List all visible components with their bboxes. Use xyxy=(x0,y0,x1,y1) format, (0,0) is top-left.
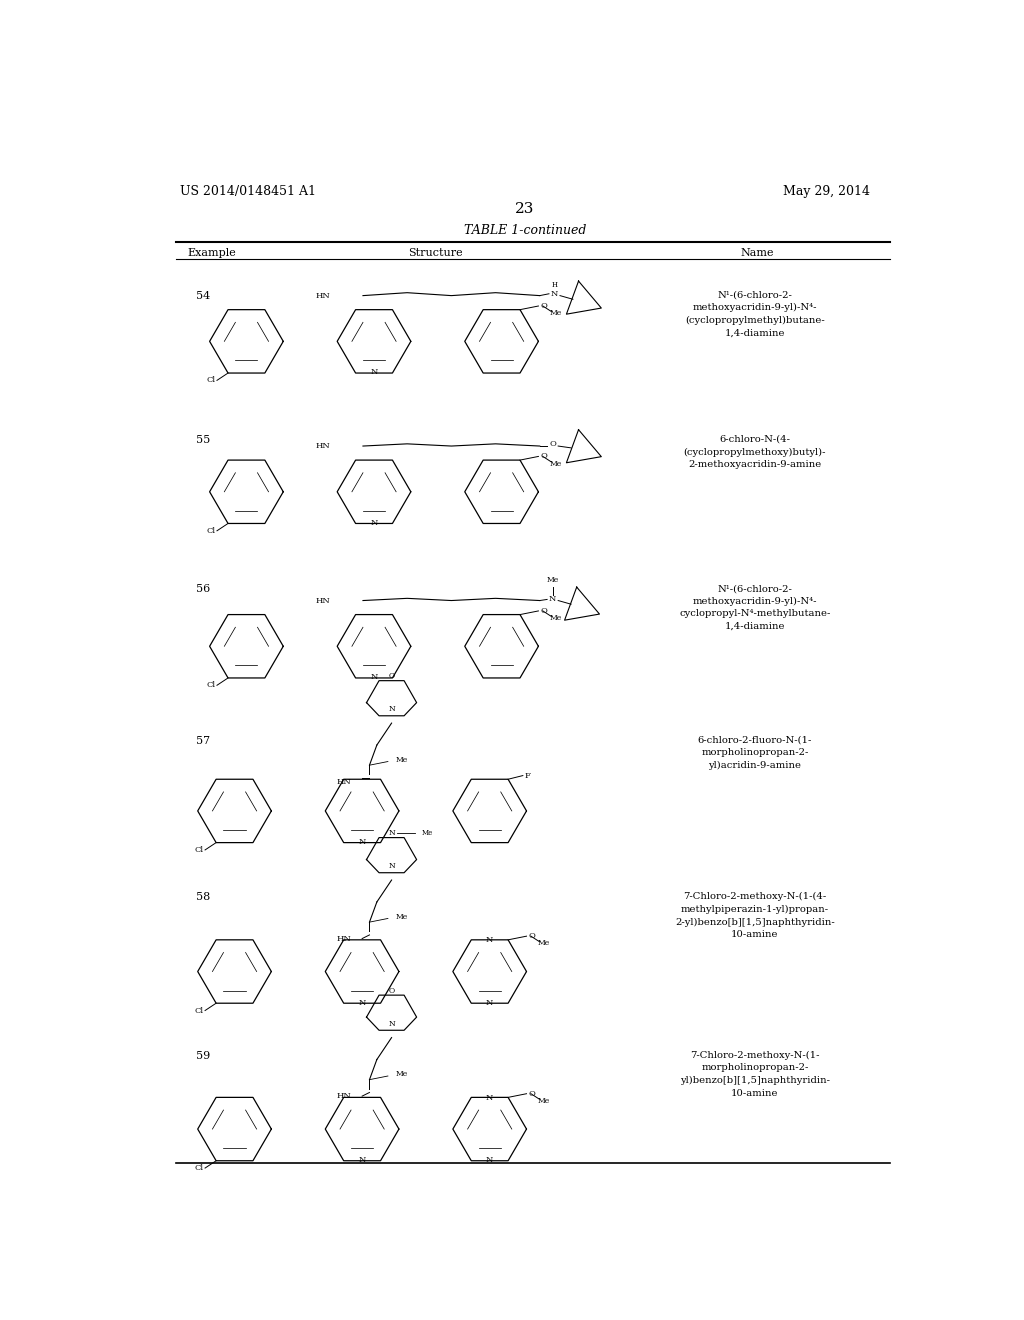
Text: N: N xyxy=(358,838,366,846)
Text: N: N xyxy=(371,368,378,376)
Text: 57: 57 xyxy=(197,735,211,746)
Text: Cl: Cl xyxy=(195,1164,203,1172)
Text: O: O xyxy=(528,1090,536,1098)
Text: 59: 59 xyxy=(197,1051,211,1061)
Text: N: N xyxy=(551,290,558,298)
Text: 23: 23 xyxy=(515,202,535,216)
Text: O: O xyxy=(528,932,536,940)
Text: 54: 54 xyxy=(197,290,211,301)
Text: N: N xyxy=(486,1156,494,1164)
Text: N: N xyxy=(371,673,378,681)
Text: Me: Me xyxy=(550,309,562,317)
Text: H: H xyxy=(552,281,557,289)
Text: HN: HN xyxy=(336,777,351,785)
Text: N: N xyxy=(358,1156,366,1164)
Text: N¹-(6-chloro-2-
methoxyacridin-9-yl)-N⁴-
(cyclopropylmethyl)butane-
1,4-diamine: N¹-(6-chloro-2- methoxyacridin-9-yl)-N⁴-… xyxy=(685,290,824,338)
Text: TABLE 1-continued: TABLE 1-continued xyxy=(464,224,586,238)
Text: Me: Me xyxy=(395,912,408,920)
Text: O: O xyxy=(388,987,394,995)
Text: Me: Me xyxy=(547,577,559,585)
Text: 6-chloro-2-fluoro-N-(1-
morpholinopropan-2-
yl)acridin-9-amine: 6-chloro-2-fluoro-N-(1- morpholinopropan… xyxy=(697,735,812,770)
Text: 6-chloro-N-(4-
(cyclopropylmethoxy)butyl)-
2-methoxyacridin-9-amine: 6-chloro-N-(4- (cyclopropylmethoxy)butyl… xyxy=(684,434,826,469)
Text: F: F xyxy=(524,772,530,780)
Text: N: N xyxy=(486,936,494,944)
Text: N: N xyxy=(486,999,494,1007)
Text: O: O xyxy=(388,672,394,680)
Text: Cl: Cl xyxy=(195,846,203,854)
Text: Cl: Cl xyxy=(206,376,215,384)
Text: N: N xyxy=(549,595,556,603)
Text: HN: HN xyxy=(315,597,330,605)
Text: O: O xyxy=(541,453,547,461)
Text: HN: HN xyxy=(336,935,351,942)
Text: N: N xyxy=(388,1019,395,1028)
Text: 7-Chloro-2-methoxy-N-(1-(4-
methylpiperazin-1-yl)propan-
2-yl)benzo[b][1,5]napht: 7-Chloro-2-methoxy-N-(1-(4- methylpipera… xyxy=(675,892,835,940)
Text: HN: HN xyxy=(336,1092,351,1100)
Text: N: N xyxy=(486,1094,494,1102)
Text: Me: Me xyxy=(395,756,408,764)
Text: Name: Name xyxy=(740,248,774,257)
Text: Me: Me xyxy=(395,1071,408,1078)
Text: Example: Example xyxy=(187,248,236,257)
Text: Cl: Cl xyxy=(206,681,215,689)
Text: Me: Me xyxy=(550,459,562,467)
Text: N: N xyxy=(388,829,395,837)
Text: N: N xyxy=(358,999,366,1007)
Text: Structure: Structure xyxy=(409,248,463,257)
Text: US 2014/0148451 A1: US 2014/0148451 A1 xyxy=(179,185,315,198)
Text: 58: 58 xyxy=(197,892,211,903)
Text: Me: Me xyxy=(538,940,550,948)
Text: Me: Me xyxy=(422,829,433,837)
Text: N: N xyxy=(371,519,378,527)
Text: O: O xyxy=(549,440,556,449)
Text: HN: HN xyxy=(315,442,330,450)
Text: HN: HN xyxy=(315,292,330,300)
Text: O: O xyxy=(541,607,547,615)
Text: 55: 55 xyxy=(197,434,211,445)
Text: Cl: Cl xyxy=(195,1007,203,1015)
Text: Cl: Cl xyxy=(206,527,215,535)
Text: May 29, 2014: May 29, 2014 xyxy=(783,185,870,198)
Text: Me: Me xyxy=(538,1097,550,1105)
Text: N¹-(6-chloro-2-
methoxyacridin-9-yl)-N⁴-
cyclopropyl-N⁴-methylbutane-
1,4-diamin: N¹-(6-chloro-2- methoxyacridin-9-yl)-N⁴-… xyxy=(679,585,830,631)
Text: Me: Me xyxy=(550,614,562,622)
Text: N: N xyxy=(388,862,395,870)
Text: 56: 56 xyxy=(197,585,211,594)
Text: O: O xyxy=(541,302,547,310)
Text: N: N xyxy=(388,705,395,713)
Text: 7-Chloro-2-methoxy-N-(1-
morpholinopropan-2-
yl)benzo[b][1,5]naphthyridin-
10-am: 7-Chloro-2-methoxy-N-(1- morpholinopropa… xyxy=(680,1051,829,1098)
